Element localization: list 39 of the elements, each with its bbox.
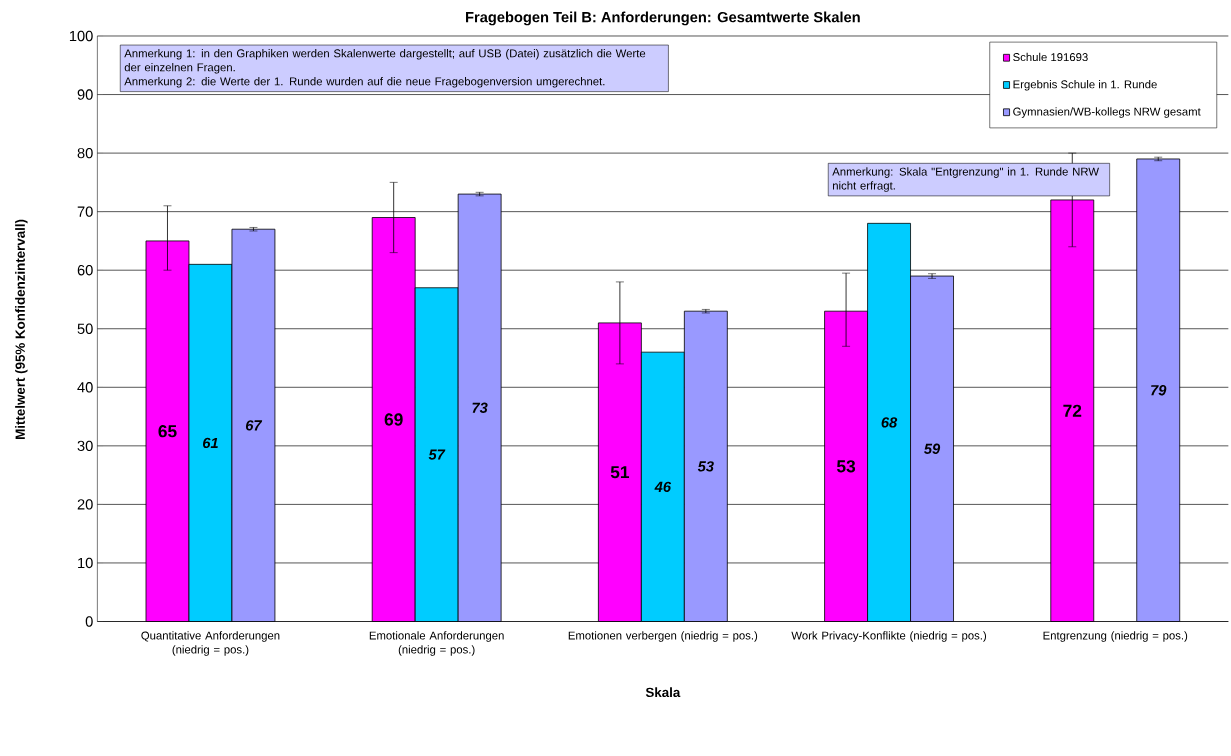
- y-tick-label: 90: [77, 89, 93, 100]
- annotation: Anmerkung: Skala "Entgrenzung" in 1. Runde NRW nicht erfragt.: [832, 167, 1099, 192]
- x-axis-title: Skala: [645, 687, 681, 697]
- data-label: 53: [697, 461, 714, 472]
- chart-title: Fragebogen Teil B: Anforderungen: Gesamtwerte Skalen: [466, 11, 860, 26]
- annotation: Anmerkung 2: die Werte der 1. Runde wurden auf die neue Fragebogenversion umgerechnet.: [124, 76, 605, 88]
- y-tick-label: 70: [77, 206, 93, 217]
- data-label: 46: [654, 481, 672, 492]
- data-label: 59: [924, 443, 941, 454]
- y-tick-label: 30: [77, 440, 93, 451]
- x-tick-label: Emotionen verbergen (niedrig = pos.): [568, 631, 758, 642]
- y-axis-title: Mittelwert (95% Konfidenzintervall): [15, 219, 28, 439]
- legend-label: Ergebnis Schule in 1. Runde: [1013, 79, 1157, 91]
- data-label: 72: [1063, 404, 1082, 417]
- data-label: 51: [610, 466, 630, 479]
- legend-label: Schule 191693: [1013, 52, 1088, 62]
- legend-label: Gymnasien/WB-kollegs NRW gesamt: [1013, 107, 1201, 118]
- y-tick-label: 60: [77, 264, 93, 276]
- data-label: 68: [881, 417, 898, 428]
- data-label: 65: [158, 424, 177, 438]
- y-tick-label: 100: [69, 30, 93, 42]
- y-tick-label: 40: [77, 382, 93, 393]
- data-label: 67: [245, 420, 263, 431]
- y-tick-label: 80: [77, 147, 93, 159]
- x-tick-label: Entgrenzung (niedrig = pos.): [1043, 631, 1188, 642]
- data-label: 69: [384, 413, 403, 426]
- x-tick-label: Work Privacy-Konflikte (niedrig = pos.): [791, 631, 987, 642]
- x-tick-label: Emotionale Anforderungen (niedrig = pos.): [369, 631, 504, 656]
- data-label: 73: [472, 402, 488, 413]
- data-label: 79: [1151, 384, 1167, 396]
- y-tick-label: 50: [77, 323, 93, 334]
- x-tick-label: Quantitative Anforderungen (niedrig = pos.): [141, 631, 280, 656]
- annotation: Anmerkung 1: in den Graphiken werden Skalenwerte dargestellt; auf USB (Datei) zusätzlich die Werte der einzelnen Fragen.: [124, 48, 646, 74]
- y-tick-label: 20: [77, 499, 93, 510]
- data-label: 57: [428, 449, 446, 460]
- y-tick-label: 10: [78, 557, 93, 569]
- data-label: 61: [202, 437, 218, 449]
- data-label: 53: [836, 460, 856, 473]
- y-tick-label: 0: [85, 616, 93, 627]
